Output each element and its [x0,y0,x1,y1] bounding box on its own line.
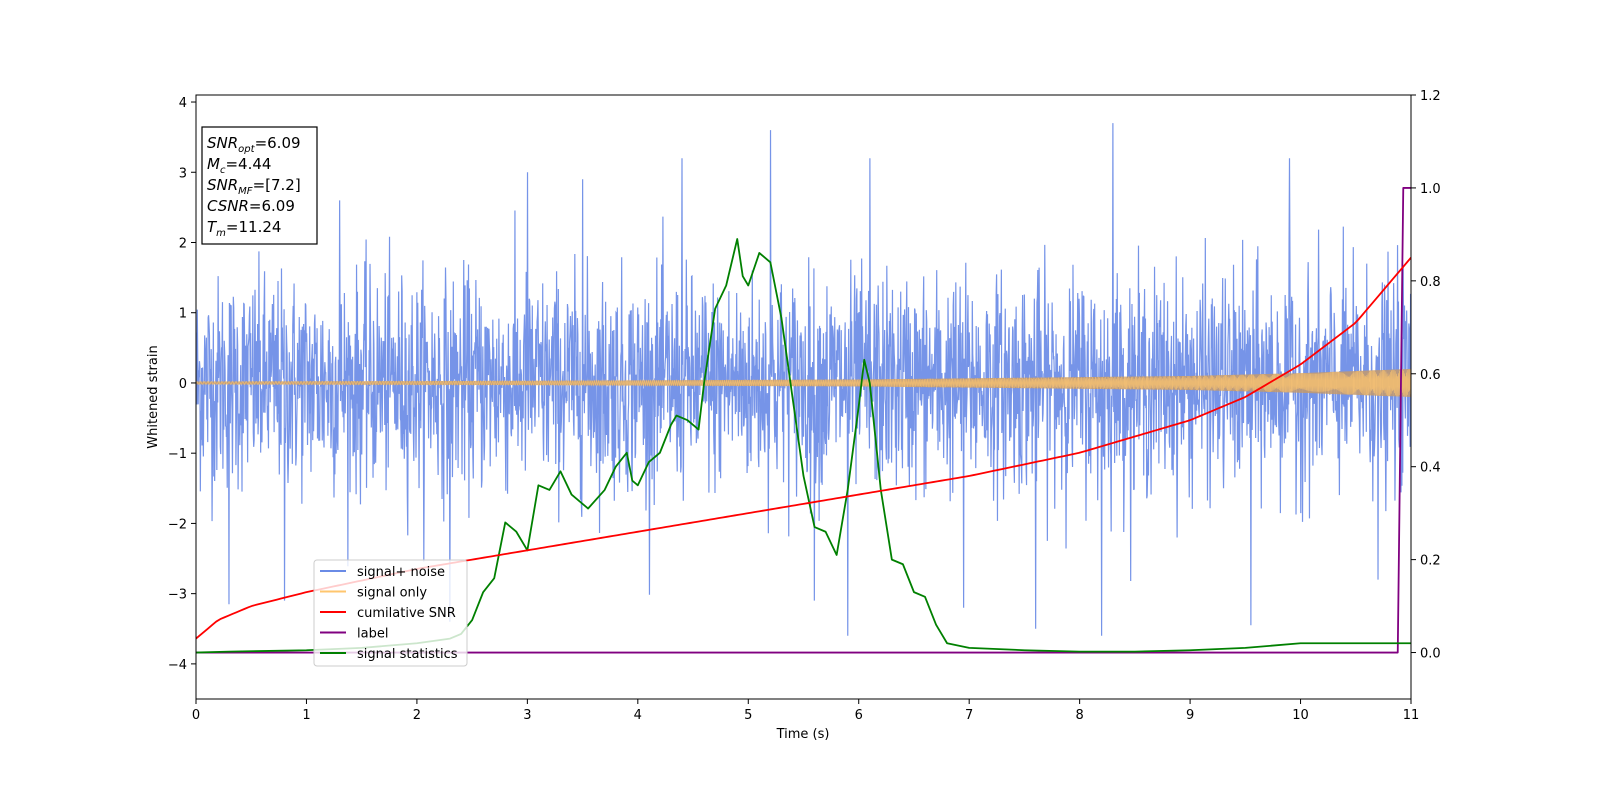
axes-layer: 0 1 2 3 4 5 6 7 8 9 10 1143210−1−2−3−41.21.00.80.60… [168,89,1441,723]
series-signal-only-envelope [196,368,1411,397]
y-tick-label: 2 [179,236,187,251]
x-axis-label: Time (s) [776,727,830,742]
annotation-box-frame [201,126,318,245]
annotation-line: CSNR=6.09 [207,197,295,215]
y2-tick-label: 1.2 [1420,89,1441,104]
y2-tick-label: 0.6 [1420,368,1441,383]
y2-tick-label: 0.8 [1420,275,1441,290]
y-axis-label: Whitened strain [146,345,161,448]
legend[interactable]: signal+ noise signal only cumilative SNR la… [313,559,468,667]
x-tick-label: 3 [523,708,531,723]
x-tick-label: 1 [302,708,310,723]
x-tick-label: 6 [855,708,863,723]
y-tick-label: −4 [168,658,187,673]
legend-entry-label: cumilative SNR [357,606,456,621]
x-tick-label: 11 [1403,708,1420,723]
annotation-line: Tm=11.24 [207,218,281,239]
x-tick-label: 10 [1292,708,1309,723]
legend-frame [313,559,468,667]
series-label-line [196,187,1411,654]
legend-entry-label: signal+ noise [357,565,445,580]
annotation-line: SNRopt=6.09 [207,134,301,155]
legend-entry-label: signal only [357,586,427,601]
y-tick-label: −1 [168,447,187,462]
y-tick-label: 3 [179,166,187,181]
x-tick-label: 7 [965,708,973,723]
legend-entry-label: signal statistics [357,647,458,662]
x-tick-label: 2 [413,708,421,723]
y-tick-label: 0 [179,377,187,392]
series-signal-only-line [196,369,1411,397]
y2-tick-label: 0.2 [1420,554,1441,569]
x-tick-label: 4 [634,708,642,723]
legend-entry-label: label [357,627,388,642]
signal-layer [196,368,1411,397]
y-tick-label: 1 [179,307,187,322]
x-tick-label: 9 [1186,708,1194,723]
noise-layer [196,123,1411,636]
y2-tick-label: 0.4 [1420,461,1441,476]
y2-tick-label: 0.0 [1420,647,1441,662]
annotation-line: Mc=4.44 [207,155,271,176]
x-tick-label: 0 [192,708,200,723]
y2-tick-label: 1.0 [1420,182,1441,197]
annotation-line: SNRMF=[7.2] [207,176,301,197]
x-tick-label: 8 [1075,708,1083,723]
y-tick-label: 4 [179,96,187,111]
y-tick-label: −2 [168,517,187,532]
series-signal-statistics-line [196,238,1411,654]
x-tick-label: 5 [744,708,752,723]
series-signal-noise-line [196,123,1411,636]
y-tick-label: −3 [168,588,187,603]
plot-frame [195,94,1412,700]
